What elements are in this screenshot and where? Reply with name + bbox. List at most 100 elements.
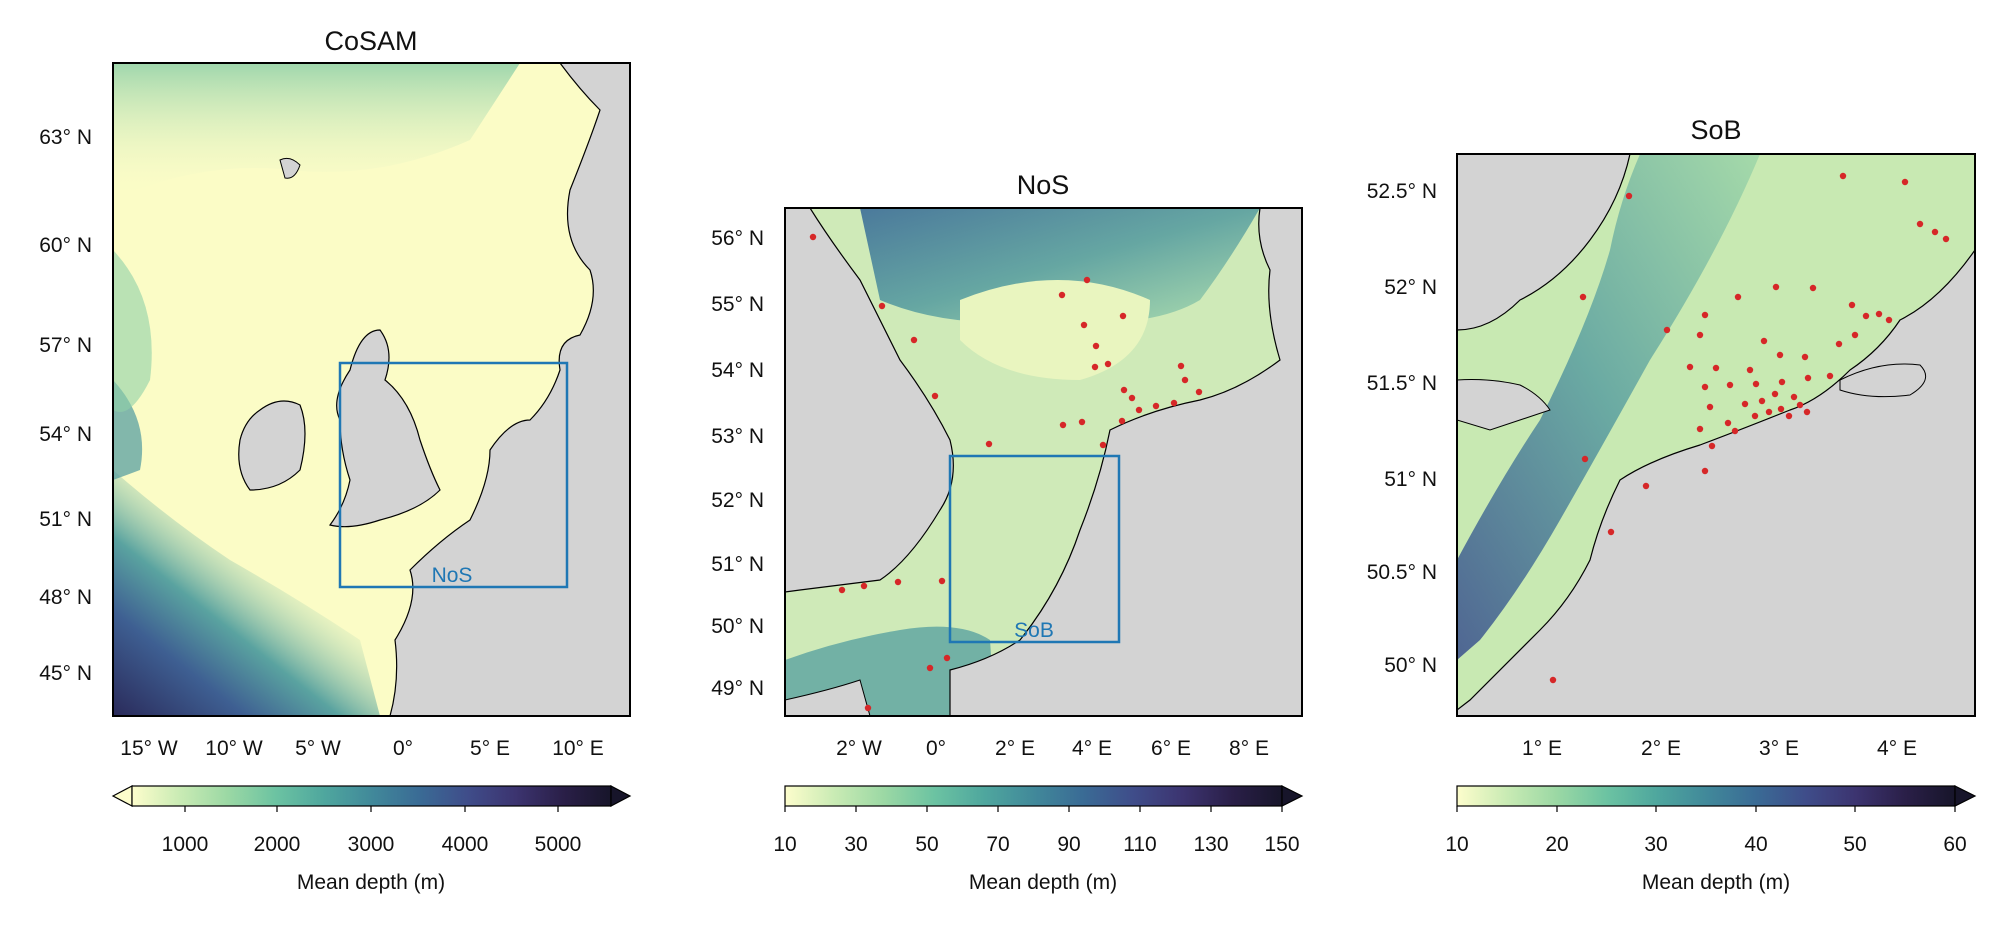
panel-title: NoS bbox=[1017, 170, 1070, 200]
station-marker bbox=[1701, 467, 1709, 475]
lon-tick: 3° E bbox=[1759, 737, 1799, 760]
station-marker bbox=[1170, 399, 1178, 407]
station-markers bbox=[1549, 172, 1950, 684]
station-marker bbox=[1119, 312, 1127, 320]
station-marker bbox=[1760, 337, 1768, 345]
station-marker bbox=[1875, 310, 1883, 318]
station-marker bbox=[926, 664, 934, 672]
station-marker bbox=[1848, 301, 1856, 309]
lon-tick: 5° E bbox=[470, 737, 510, 760]
station-marker bbox=[894, 578, 902, 586]
station-marker bbox=[1790, 393, 1798, 401]
station-marker bbox=[1152, 402, 1160, 410]
station-marker bbox=[1701, 311, 1709, 319]
lat-tick: 56° N bbox=[711, 227, 764, 250]
colorbar-tick: 40 bbox=[1744, 833, 1767, 856]
colorbar-tick: 30 bbox=[844, 833, 867, 856]
station-marker bbox=[1686, 363, 1694, 371]
station-marker bbox=[1778, 378, 1786, 386]
lat-tick: 51° N bbox=[1384, 468, 1437, 491]
lat-tick: 54° N bbox=[39, 423, 92, 446]
station-marker bbox=[864, 704, 872, 712]
station-marker bbox=[1752, 380, 1760, 388]
station-marker bbox=[1549, 676, 1557, 684]
colorbar: 1000 2000 3000 4000 5000 Mean depth (m) bbox=[111, 785, 632, 894]
lat-tick: 50° N bbox=[711, 615, 764, 638]
bathymetry-map bbox=[785, 208, 1302, 716]
lat-tick-labels: 56° N 55° N 54° N 53° N 52° N 51° N 50° … bbox=[711, 227, 764, 700]
station-marker bbox=[1731, 427, 1739, 435]
colorbar-tick: 1000 bbox=[162, 833, 209, 856]
lat-tick: 49° N bbox=[711, 677, 764, 700]
panel-title: SoB bbox=[1690, 115, 1741, 145]
lat-tick-labels: 52.5° N 52° N 51.5° N 51° N 50.5° N 50° … bbox=[1367, 180, 1437, 677]
station-marker bbox=[1128, 394, 1136, 402]
lon-tick: 5° W bbox=[295, 737, 341, 760]
station-marker bbox=[1706, 403, 1714, 411]
station-marker bbox=[1701, 383, 1709, 391]
station-marker bbox=[910, 336, 918, 344]
station-marker bbox=[1712, 364, 1720, 372]
bathymetry-map bbox=[113, 63, 630, 716]
panel-cosam: CoSAM NoS 63° N 60° N 57° N 54° N 51° N … bbox=[39, 26, 632, 894]
lat-tick: 51.5° N bbox=[1367, 372, 1437, 395]
colorbar-tick: 20 bbox=[1545, 833, 1568, 856]
station-marker bbox=[1809, 284, 1817, 292]
lon-tick-labels: 2° W 0° 2° E 4° E 6° E 8° E bbox=[836, 737, 1269, 760]
station-marker bbox=[943, 654, 951, 662]
lat-tick: 63° N bbox=[39, 126, 92, 149]
station-marker bbox=[1607, 528, 1615, 536]
lat-tick: 50.5° N bbox=[1367, 561, 1437, 584]
station-marker bbox=[931, 392, 939, 400]
station-marker bbox=[1741, 400, 1749, 408]
lat-tick: 53° N bbox=[711, 425, 764, 448]
map-frame bbox=[784, 207, 1303, 717]
station-marker bbox=[1942, 235, 1950, 243]
station-marker bbox=[1931, 228, 1939, 236]
colorbar-tick: 2000 bbox=[254, 833, 301, 856]
colorbar-tick: 130 bbox=[1193, 833, 1228, 856]
station-marker bbox=[1851, 331, 1859, 339]
station-marker bbox=[1135, 406, 1143, 414]
nos-box-label: NoS bbox=[432, 564, 473, 587]
lat-tick: 51° N bbox=[39, 508, 92, 531]
panel-sob: SoB bbox=[1367, 115, 1977, 894]
lat-tick: 52° N bbox=[1384, 276, 1437, 299]
station-marker bbox=[1726, 381, 1734, 389]
lon-tick: 4° E bbox=[1877, 737, 1917, 760]
station-marker bbox=[1581, 455, 1589, 463]
colorbar-extend-min bbox=[111, 785, 133, 807]
lon-tick: 2° E bbox=[1641, 737, 1681, 760]
station-marker bbox=[1083, 276, 1091, 284]
station-marker bbox=[1642, 482, 1650, 490]
station-marker bbox=[1772, 283, 1780, 291]
station-marker bbox=[938, 577, 946, 585]
colorbar-bar bbox=[1456, 785, 1956, 807]
station-marker bbox=[860, 582, 868, 590]
station-marker bbox=[1803, 408, 1811, 416]
lon-tick: 8° E bbox=[1229, 737, 1269, 760]
station-marker bbox=[1696, 425, 1704, 433]
colorbar-tick: 150 bbox=[1264, 833, 1299, 856]
station-marker bbox=[1625, 192, 1633, 200]
lat-tick: 52° N bbox=[711, 489, 764, 512]
colorbar-extend-max bbox=[610, 785, 632, 807]
station-marker bbox=[878, 302, 886, 310]
colorbar-tick: 10 bbox=[773, 833, 796, 856]
station-marker bbox=[1901, 178, 1909, 186]
sob-region-box bbox=[948, 454, 1121, 644]
station-marker bbox=[1708, 442, 1716, 450]
lon-tick-labels: 1° E 2° E 3° E 4° E bbox=[1522, 737, 1917, 760]
station-marker bbox=[1696, 331, 1704, 339]
colorbar-tick: 50 bbox=[1843, 833, 1866, 856]
lat-tick: 51° N bbox=[711, 553, 764, 576]
lat-tick: 45° N bbox=[39, 662, 92, 685]
station-marker bbox=[809, 233, 817, 241]
station-marker bbox=[1663, 326, 1671, 334]
sob-box-label: SoB bbox=[1014, 619, 1054, 642]
panel-nos: NoS SoB bbox=[711, 170, 1304, 894]
station-marker bbox=[1804, 374, 1812, 382]
lon-tick-labels: 15° W 10° W 5° W 0° 5° E 10° E bbox=[120, 737, 604, 760]
station-marker bbox=[1826, 372, 1834, 380]
station-marker bbox=[1796, 401, 1804, 409]
